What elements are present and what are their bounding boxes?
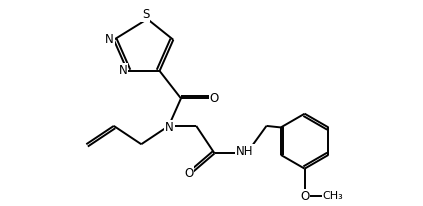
Text: NH: NH (236, 145, 254, 158)
Text: O: O (184, 167, 193, 180)
Text: O: O (300, 190, 309, 203)
Text: N: N (105, 33, 113, 46)
Text: N: N (118, 64, 127, 77)
Text: S: S (142, 8, 149, 21)
Text: O: O (210, 92, 219, 105)
Text: N: N (165, 121, 174, 134)
Text: CH₃: CH₃ (323, 191, 343, 201)
